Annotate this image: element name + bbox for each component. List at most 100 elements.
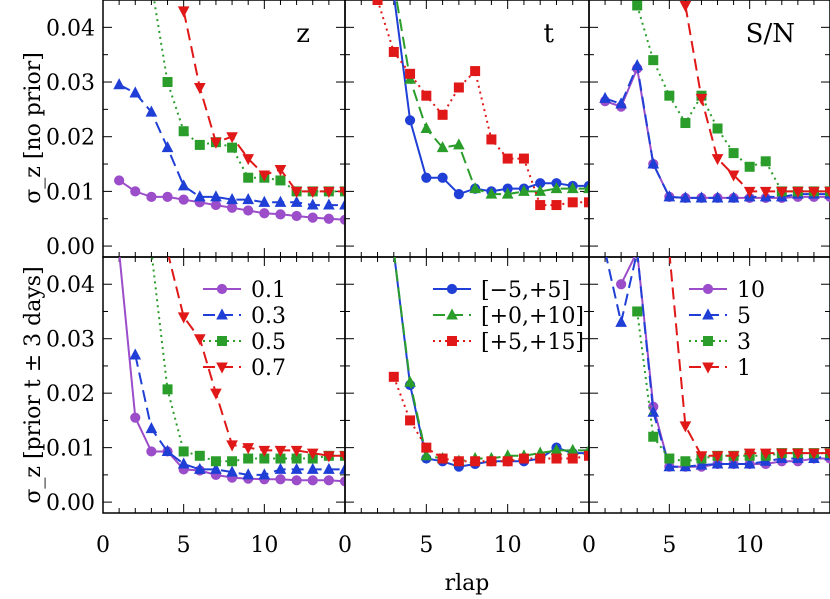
data-point — [616, 279, 627, 290]
series-line — [376, 0, 589, 207]
data-point — [291, 210, 302, 222]
data-point — [177, 179, 190, 191]
data-point — [647, 157, 660, 169]
y-axis-title-bottom: σ_z [prior t ± 3 days] — [21, 266, 46, 503]
series-group — [113, 0, 345, 225]
panel-t-no-prior: t — [344, 0, 590, 258]
data-point — [339, 462, 345, 474]
data-point — [551, 200, 562, 211]
x-tick-label: 5 — [177, 533, 191, 558]
data-point — [535, 453, 546, 464]
data-point — [161, 141, 174, 153]
data-point — [679, 191, 692, 203]
data-point — [664, 90, 675, 101]
data-point — [712, 123, 723, 134]
data-point — [194, 450, 205, 461]
data-point — [145, 105, 158, 117]
data-point — [584, 197, 589, 208]
data-point — [631, 59, 644, 71]
data-point — [824, 186, 830, 198]
legend: [−5,+5][+0,+10][+5,+15] — [433, 278, 584, 355]
data-point — [550, 182, 563, 194]
data-point — [210, 199, 222, 211]
data-point — [210, 456, 221, 467]
series-line — [605, 257, 830, 468]
data-point — [388, 371, 399, 382]
panel-title: S/N — [746, 19, 795, 49]
y-tick-label: 0.00 — [46, 235, 95, 260]
data-point — [469, 182, 481, 194]
series-group — [605, 257, 830, 472]
y-tick-label: 0.04 — [46, 16, 95, 41]
data-point — [485, 187, 498, 199]
series-2 — [151, 257, 345, 467]
data-point — [242, 154, 255, 166]
data-point — [242, 468, 255, 480]
data-point — [679, 421, 692, 433]
panel-title: t — [544, 19, 555, 49]
data-point — [743, 448, 756, 460]
data-point — [775, 186, 788, 198]
data-point — [306, 186, 319, 198]
data-point — [323, 198, 335, 210]
y-tick-label: 0.01 — [46, 437, 95, 462]
data-point — [193, 82, 206, 95]
data-point — [648, 55, 659, 66]
data-point — [404, 115, 416, 126]
legend-label: [+5,+15] — [481, 330, 584, 355]
data-point — [178, 446, 189, 457]
data-point — [420, 449, 433, 461]
series-0 — [114, 175, 345, 225]
data-point — [695, 458, 708, 470]
data-point — [695, 93, 708, 105]
y-tick-label: 0.02 — [46, 126, 95, 151]
data-point — [275, 175, 286, 186]
y-tick-label: 0.04 — [46, 273, 95, 298]
data-point — [486, 456, 497, 467]
data-point — [648, 431, 659, 442]
data-point — [227, 142, 238, 153]
data-point — [275, 209, 286, 220]
panels: z t S/N 0.10.30.50.7 [−5,+5][+0,+10][+5,+15]… — [102, 0, 830, 514]
data-point — [291, 475, 302, 486]
legend-marker — [446, 308, 458, 320]
data-point — [178, 126, 189, 137]
ticks — [588, 256, 830, 513]
data-point — [177, 457, 190, 469]
data-point — [405, 415, 416, 426]
data-point — [323, 186, 335, 198]
data-point — [259, 208, 270, 219]
data-point — [227, 456, 238, 467]
data-point — [274, 195, 287, 207]
data-point — [210, 462, 222, 474]
data-point — [470, 456, 481, 467]
series-0 — [393, 0, 589, 200]
data-point — [535, 200, 546, 211]
data-point — [258, 195, 271, 207]
data-point — [534, 184, 547, 196]
data-point — [728, 148, 739, 159]
series-group — [388, 257, 589, 472]
panel-frame — [102, 256, 346, 514]
data-point — [743, 457, 756, 469]
data-point — [759, 448, 772, 460]
data-point — [743, 186, 756, 198]
data-point — [421, 442, 432, 453]
data-point — [226, 202, 238, 213]
data-point — [226, 132, 238, 144]
data-point — [290, 195, 303, 207]
ticks — [102, 256, 346, 513]
data-point — [177, 312, 190, 324]
legend-marker — [216, 362, 228, 374]
data-point — [727, 191, 740, 203]
data-point — [664, 453, 675, 464]
data-point — [226, 193, 238, 205]
legend-marker — [702, 362, 714, 374]
data-point — [258, 445, 271, 457]
data-point — [727, 170, 740, 182]
data-point — [306, 462, 319, 474]
data-point — [243, 172, 254, 183]
data-point — [243, 205, 254, 216]
data-point — [567, 453, 578, 464]
legend-marker — [217, 336, 227, 346]
